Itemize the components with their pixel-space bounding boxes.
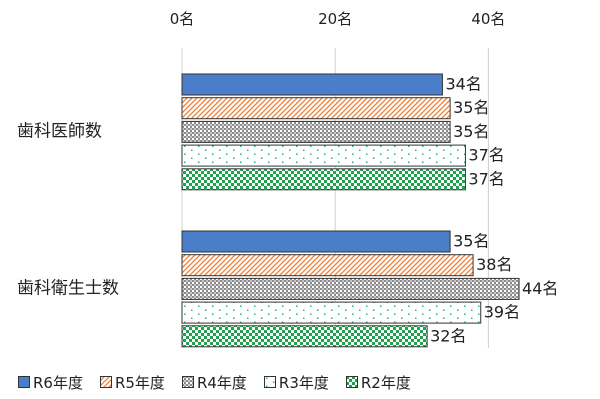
- data-label: 37名: [468, 146, 504, 165]
- legend-swatch: [18, 376, 30, 388]
- bars: [181, 73, 520, 348]
- x-axis-ticks: 0名 20名 40名: [170, 10, 506, 28]
- legend-label: R2年度: [360, 373, 411, 392]
- data-label: 35名: [453, 122, 489, 141]
- legend: R6年度 R5年度 R4年度 R3年度 R2年度: [18, 370, 598, 394]
- category-label: 歯科医師数: [17, 121, 102, 141]
- legend-swatch: [181, 376, 194, 388]
- legend-item: R6年度: [18, 372, 83, 393]
- data-label: 35名: [453, 232, 489, 251]
- data-label: 35名: [453, 98, 489, 117]
- legend-swatch: [99, 376, 112, 388]
- legend-item: R2年度: [345, 372, 411, 393]
- bar-R4年度-歯科医師数: [181, 120, 451, 143]
- category-label: 歯科衛生士数: [17, 278, 119, 298]
- bar-R3年度-歯科医師数: [181, 144, 466, 167]
- data-label: 32名: [430, 326, 466, 345]
- x-tick-label: 40名: [471, 10, 505, 28]
- data-label: 38名: [476, 255, 512, 274]
- bar-R5年度-歯科衛生士数: [181, 254, 474, 277]
- bar-R2年度-歯科医師数: [181, 168, 466, 191]
- data-label: 44名: [522, 279, 558, 298]
- legend-label: R3年度: [278, 373, 329, 392]
- legend-swatch: [345, 376, 358, 388]
- x-tick-label: 20名: [318, 10, 352, 28]
- data-label: 37名: [468, 169, 504, 188]
- legend-swatch: [263, 376, 276, 388]
- x-tick-label: 0名: [170, 10, 195, 28]
- legend-item: R4年度: [181, 372, 247, 393]
- data-label: 39名: [484, 303, 520, 322]
- bar-R6年度-歯科衛生士数: [181, 230, 451, 253]
- bar-R2年度-歯科衛生士数: [181, 325, 428, 348]
- data-label: 34名: [445, 75, 481, 94]
- bar-R3年度-歯科衛生士数: [181, 301, 482, 324]
- bar-R4年度-歯科衛生士数: [181, 277, 520, 300]
- legend-item: R5年度: [99, 372, 165, 393]
- legend-item: R3年度: [263, 372, 329, 393]
- legend-label: R4年度: [196, 373, 247, 392]
- legend-label: R6年度: [33, 373, 83, 392]
- bar-R6年度-歯科医師数: [181, 73, 443, 96]
- bar-R5年度-歯科医師数: [181, 97, 451, 120]
- legend-label: R5年度: [114, 373, 165, 392]
